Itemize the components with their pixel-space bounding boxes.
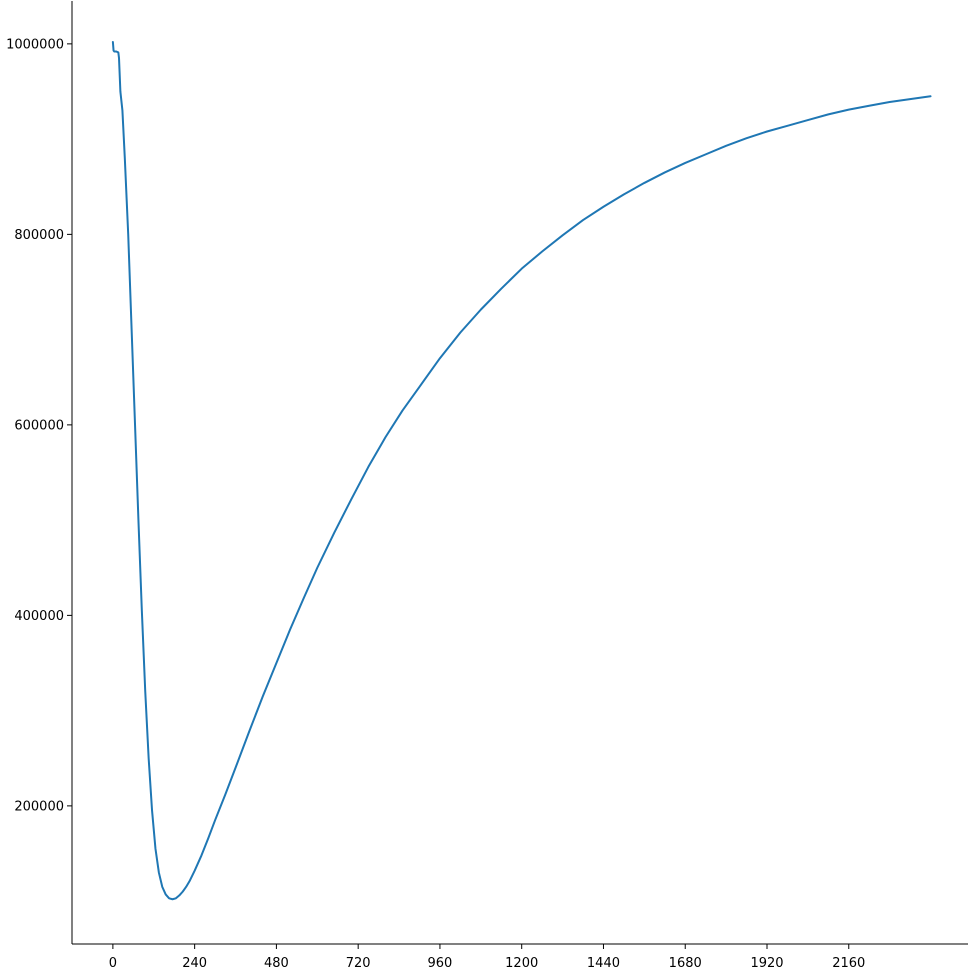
x-tick-label: 1440 [587,956,620,969]
y-tick-label: 200000 [14,799,64,814]
x-tick-label: 0 [109,956,117,969]
y-tick-label: 1000000 [6,37,64,52]
plot-area [111,40,932,901]
x-tick-label: 240 [182,956,207,969]
y-tick-label: 400000 [14,609,64,624]
x-tick-label: 1200 [505,956,538,969]
x-tick-label: 1920 [750,956,783,969]
x-tick-label: 960 [428,956,453,969]
x-tick-label: 720 [346,956,371,969]
series-line-0 [111,40,932,901]
y-tick-label: 600000 [14,418,64,433]
axes-spines [71,1,968,945]
x-axis: 0 240 480 720 960 1200 1440 1680 1920 2160 [109,944,865,969]
x-tick-label: 2160 [832,956,865,969]
y-tick-label: 800000 [14,228,64,243]
x-tick-label: 480 [264,956,289,969]
y-axis: 200000 400000 600000 800000 1000000 [6,37,72,814]
x-tick-label: 1680 [669,956,702,969]
